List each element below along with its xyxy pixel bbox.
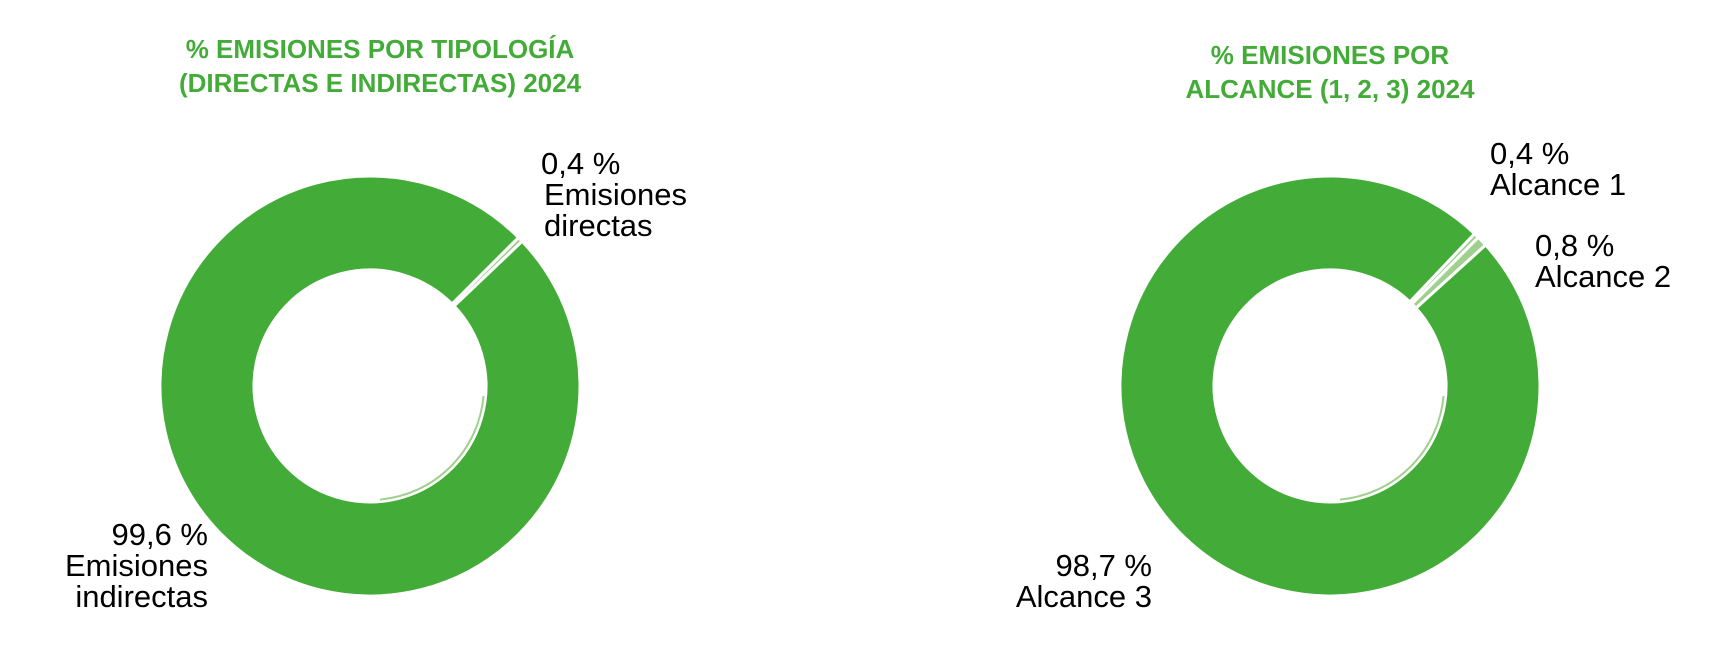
chart-2-title: % EMISIONES POR ALCANCE (1, 2, 3) 2024: [1185, 40, 1475, 104]
slice-name-label: Emisiones directas: [544, 177, 687, 243]
slice-label-alcance-3: 98,7 % Alcance 3: [990, 550, 1152, 612]
slice-value-label: 0,4 %: [541, 146, 621, 181]
slice-name-label: Alcance 3: [1015, 579, 1152, 614]
slice-value-label: 0,4 %: [1490, 136, 1570, 171]
slice-value-label: 99,6 %: [111, 517, 208, 552]
slice-emisiones-indirectas: [158, 174, 582, 598]
donut-chart-tipologia: [158, 174, 582, 598]
slice-label-emisiones-directas: 0,4 % Emisiones directas: [541, 148, 704, 241]
slice-name-label: Alcance 1: [1490, 167, 1627, 202]
donut-inner-highlight: [379, 395, 485, 501]
donut-inner-highlight: [1339, 395, 1445, 501]
slice-label-alcance-1: 0,4 % Alcance 1: [1490, 138, 1626, 200]
slice-label-alcance-2: 0,8 % Alcance 2: [1535, 230, 1671, 292]
slice-alcance-3: [1118, 174, 1542, 598]
slice-value-label: 0,8 %: [1535, 228, 1615, 263]
donut-chart-alcance: [1118, 174, 1542, 598]
slice-name-label: Emisiones indirectas: [65, 548, 208, 614]
chart-1-title: % EMISIONES POR TIPOLOGÍA (DIRECTAS E IN…: [178, 34, 582, 98]
slice-value-label: 98,7 %: [1055, 548, 1152, 583]
slice-label-emisiones-indirectas: 99,6 % Emisiones indirectas: [40, 519, 208, 612]
slice-name-label: Alcance 2: [1535, 259, 1672, 294]
